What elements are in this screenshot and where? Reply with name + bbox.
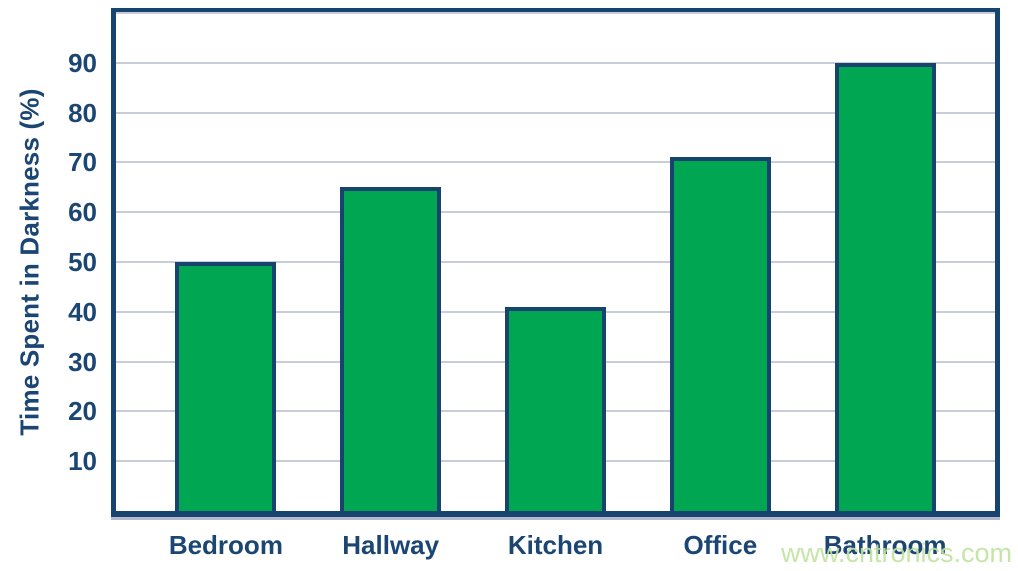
x-tick-label-hallway: Hallway bbox=[342, 530, 440, 560]
gridline-50 bbox=[116, 261, 995, 263]
bar-bathroom bbox=[834, 62, 936, 511]
gridline-80 bbox=[116, 111, 995, 114]
y-tick-label-90: 90 bbox=[68, 47, 97, 78]
x-tick-label-bedroom: Bedroom bbox=[168, 530, 283, 560]
bar-bedroom bbox=[175, 262, 277, 511]
gridline-90 bbox=[116, 61, 995, 64]
x-tick-label-bathroom: Bathroom bbox=[823, 530, 947, 560]
x-tick-label-kitchen: Kitchen bbox=[507, 530, 604, 560]
x-category-labels: Bedroom Hallway Kitchen Office Bathroom bbox=[116, 532, 995, 566]
gridline-100 bbox=[116, 12, 995, 14]
bar-hallway bbox=[340, 187, 442, 511]
y-tick-labels: 10 20 30 40 50 60 70 80 90 bbox=[0, 13, 97, 511]
y-tick-label-80: 80 bbox=[68, 97, 97, 128]
watermark-text: www.cntronics.com bbox=[780, 538, 1012, 568]
gridline-60 bbox=[116, 211, 995, 214]
y-tick-label-10: 10 bbox=[68, 446, 97, 477]
y-tick-label-40: 40 bbox=[68, 296, 97, 327]
plot-area bbox=[111, 8, 1000, 517]
y-tick-label-70: 70 bbox=[68, 147, 97, 178]
bar-office bbox=[669, 157, 771, 511]
y-tick-label-50: 50 bbox=[68, 247, 97, 277]
gridline-70 bbox=[116, 161, 995, 164]
bar-kitchen bbox=[505, 306, 606, 511]
y-tick-label-30: 30 bbox=[68, 346, 97, 377]
y-tick-label-20: 20 bbox=[68, 396, 97, 427]
y-tick-label-60: 60 bbox=[68, 197, 97, 228]
x-tick-label-office: Office bbox=[683, 530, 758, 560]
